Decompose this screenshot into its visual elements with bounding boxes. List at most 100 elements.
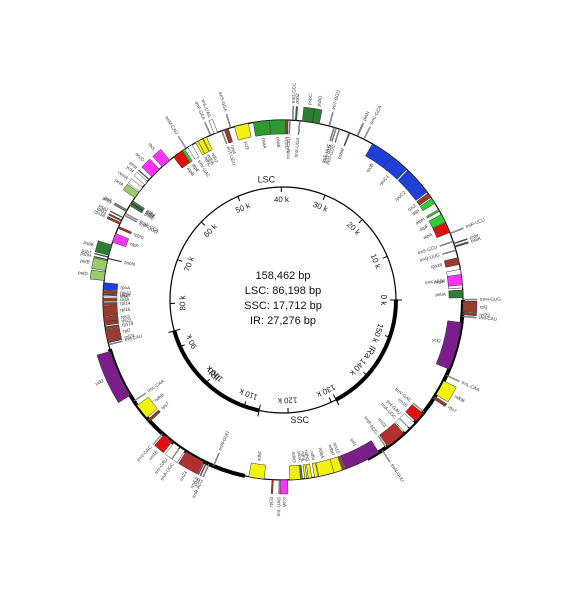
tick-mark bbox=[358, 219, 363, 224]
ir-arc-inner bbox=[172, 330, 260, 413]
gene-label: cemA bbox=[117, 170, 130, 182]
gene-label: atpH bbox=[415, 216, 426, 225]
gene-box bbox=[108, 340, 123, 346]
gene-box bbox=[221, 130, 228, 145]
gene-label: psaC bbox=[297, 451, 303, 463]
gene-box bbox=[187, 144, 200, 160]
gene-box bbox=[439, 240, 454, 247]
gene-label: ndhI bbox=[309, 451, 316, 461]
gene-label: psbT bbox=[81, 248, 92, 255]
gene-box bbox=[223, 128, 233, 144]
gene-label: rps19 bbox=[122, 321, 135, 328]
gene-label: ycf2 bbox=[432, 337, 442, 344]
gene-box bbox=[103, 282, 119, 291]
region-boundary bbox=[168, 328, 181, 333]
gene-box bbox=[435, 380, 457, 403]
gene-box bbox=[195, 140, 206, 156]
gene-box bbox=[329, 456, 343, 473]
gene-box bbox=[129, 203, 144, 214]
gene-box bbox=[127, 178, 143, 192]
gene-box bbox=[91, 257, 108, 271]
gene-label: rpoA bbox=[120, 285, 131, 291]
gene-box bbox=[395, 418, 410, 433]
gene-label: trnL-UAG bbox=[276, 496, 281, 516]
gene-label: rpl22 bbox=[121, 317, 132, 323]
gene-box bbox=[291, 105, 295, 121]
gene-label: trnT-UGU bbox=[226, 146, 237, 166]
gene-label: rps7 bbox=[447, 405, 458, 414]
ssc-size: SSC: 17,712 bp bbox=[244, 300, 322, 312]
gene-box bbox=[280, 479, 289, 495]
gene-box bbox=[365, 143, 392, 168]
gene-box bbox=[133, 392, 147, 402]
tick-mark bbox=[237, 196, 241, 202]
gene-label: psaB bbox=[276, 137, 281, 148]
gene-label: psbZ bbox=[294, 93, 300, 104]
gene-box bbox=[462, 300, 478, 314]
gene-label: ndhC bbox=[203, 156, 213, 169]
gene-box bbox=[426, 209, 440, 219]
gene-box bbox=[331, 127, 337, 142]
gene-label: psbB bbox=[83, 240, 94, 248]
gene-label: ycf1 bbox=[349, 437, 357, 447]
gene-box bbox=[462, 312, 477, 317]
gene-label: psbA bbox=[435, 292, 447, 297]
gene-box bbox=[445, 374, 460, 383]
gene-label: trnK-UUU bbox=[425, 278, 445, 285]
gene-label: ycf3 bbox=[243, 141, 250, 151]
gene-box bbox=[141, 158, 160, 178]
gene-box bbox=[270, 479, 274, 494]
gene-label: petG bbox=[102, 196, 114, 205]
gene-label: petL bbox=[103, 195, 114, 204]
gene-label: psbF bbox=[144, 210, 155, 220]
gene-box bbox=[329, 126, 335, 142]
gene-label: rpl33 bbox=[96, 206, 108, 215]
tick-mark bbox=[177, 259, 183, 262]
gene-box bbox=[334, 128, 341, 143]
gene-label: rps2 bbox=[407, 203, 418, 213]
gene-label: trnS-GGA bbox=[218, 91, 229, 113]
tick-label: 40 k bbox=[274, 195, 290, 204]
gene-label: psbM bbox=[336, 147, 345, 159]
gene-box bbox=[112, 233, 130, 248]
gene-label: ndhG bbox=[304, 450, 311, 462]
gene-box bbox=[154, 434, 173, 454]
gene-label: rps8 bbox=[120, 297, 129, 302]
gene-label: rrn4.5 bbox=[189, 476, 199, 489]
gene-label: rrn23 bbox=[377, 417, 388, 429]
gene-box bbox=[96, 350, 131, 404]
tick-mark bbox=[362, 371, 368, 376]
region-label: LSC bbox=[258, 175, 276, 185]
gene-label: ndhK bbox=[206, 154, 216, 167]
gene-box bbox=[202, 136, 213, 152]
gene-box bbox=[448, 289, 464, 299]
gene-box bbox=[102, 298, 118, 302]
gene-box bbox=[328, 112, 334, 127]
gene-label: accD bbox=[135, 151, 146, 162]
gene-box bbox=[356, 122, 365, 137]
gene-box bbox=[306, 463, 313, 479]
gene-label: trnQ-UUG bbox=[419, 252, 441, 263]
gene-box bbox=[108, 213, 123, 222]
gene-label: petA bbox=[114, 177, 125, 187]
region-label: SSC bbox=[291, 415, 310, 425]
tick-mark bbox=[179, 344, 185, 348]
gene-label: atpB bbox=[186, 166, 196, 177]
gene-label: rbcL bbox=[147, 142, 157, 152]
ir-arc-inner bbox=[335, 299, 398, 402]
gene-box bbox=[122, 183, 139, 199]
gene-box bbox=[340, 440, 380, 470]
gene-label: trnS-UGA bbox=[294, 137, 301, 158]
gene-box bbox=[177, 135, 187, 149]
gene-label: trnG-GCC bbox=[291, 82, 297, 104]
gene-label: rrn16 bbox=[397, 397, 409, 408]
gene-box bbox=[285, 119, 289, 135]
gene-box bbox=[178, 451, 204, 475]
gene-box bbox=[405, 404, 424, 422]
gene-box bbox=[234, 123, 252, 141]
gene-label: rpl23 bbox=[124, 333, 136, 340]
gene-label: ndhA bbox=[318, 447, 326, 460]
gene-label: rps4 bbox=[230, 144, 238, 154]
gene-label: infA bbox=[120, 294, 129, 299]
